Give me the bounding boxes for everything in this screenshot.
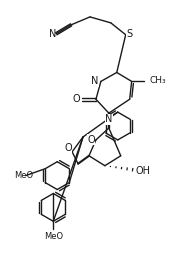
- Text: N: N: [49, 29, 56, 39]
- Text: MeO: MeO: [44, 232, 63, 241]
- Text: O: O: [72, 94, 80, 104]
- Text: N: N: [105, 114, 113, 124]
- Text: OH: OH: [135, 166, 150, 176]
- Text: N: N: [91, 76, 99, 86]
- Text: S: S: [127, 29, 133, 39]
- Text: CH₃: CH₃: [149, 76, 166, 85]
- Text: MeO: MeO: [15, 171, 34, 180]
- Text: O: O: [64, 143, 72, 153]
- Text: O: O: [87, 135, 95, 145]
